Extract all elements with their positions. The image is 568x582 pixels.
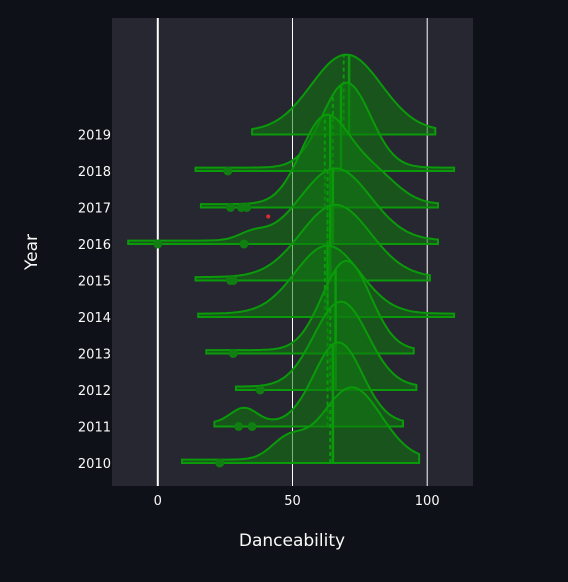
x-tick-100: 100 xyxy=(415,494,440,509)
highlight-point-2017-0 xyxy=(266,214,271,219)
y-tick-2018: 2018 xyxy=(78,165,111,180)
outlier-point-2016-0 xyxy=(153,239,163,249)
y-tick-2012: 2012 xyxy=(78,384,111,399)
x-tick-50: 50 xyxy=(284,494,301,509)
ridge-2010 xyxy=(181,386,421,468)
outlier-point-2010-0 xyxy=(215,458,225,468)
x-tick-labels: 0 50 100 xyxy=(154,494,440,509)
y-tick-2016: 2016 xyxy=(78,238,111,253)
outlier-point-2011-1 xyxy=(247,422,257,431)
violin-ridges xyxy=(127,53,456,468)
outlier-point-2017-0 xyxy=(226,203,236,212)
outlier-point-2011-0 xyxy=(234,422,244,431)
outlier-point-2016-1 xyxy=(239,239,249,249)
violin-2012 xyxy=(234,300,418,391)
x-tick-0: 0 xyxy=(154,494,162,509)
outlier-point-2015-1 xyxy=(228,276,238,285)
y-tick-2015: 2015 xyxy=(78,275,111,290)
y-tick-2013: 2013 xyxy=(78,348,111,363)
ridge-2015 xyxy=(194,203,431,285)
y-tick-2011: 2011 xyxy=(78,421,111,436)
y-tick-2014: 2014 xyxy=(78,311,111,326)
outlier-point-2012-0 xyxy=(255,385,265,395)
x-axis-title: Danceability xyxy=(239,531,345,551)
y-tick-2019: 2019 xyxy=(78,129,111,144)
outlier-point-2013-0 xyxy=(228,349,238,358)
y-tick-2010: 2010 xyxy=(78,457,111,472)
outlier-point-2018-0 xyxy=(223,166,233,176)
y-tick-labels: 2010 2011 2012 2013 2014 2015 2016 2017 2018 2019 xyxy=(78,129,111,473)
outlier-point-2017-2 xyxy=(242,203,252,212)
y-tick-2017: 2017 xyxy=(78,202,111,217)
y-axis-title: Year xyxy=(22,234,42,271)
